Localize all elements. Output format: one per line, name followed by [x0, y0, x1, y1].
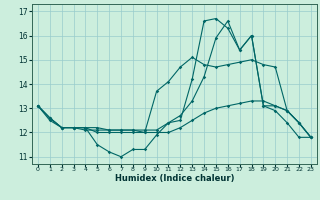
X-axis label: Humidex (Indice chaleur): Humidex (Indice chaleur) [115, 174, 234, 183]
